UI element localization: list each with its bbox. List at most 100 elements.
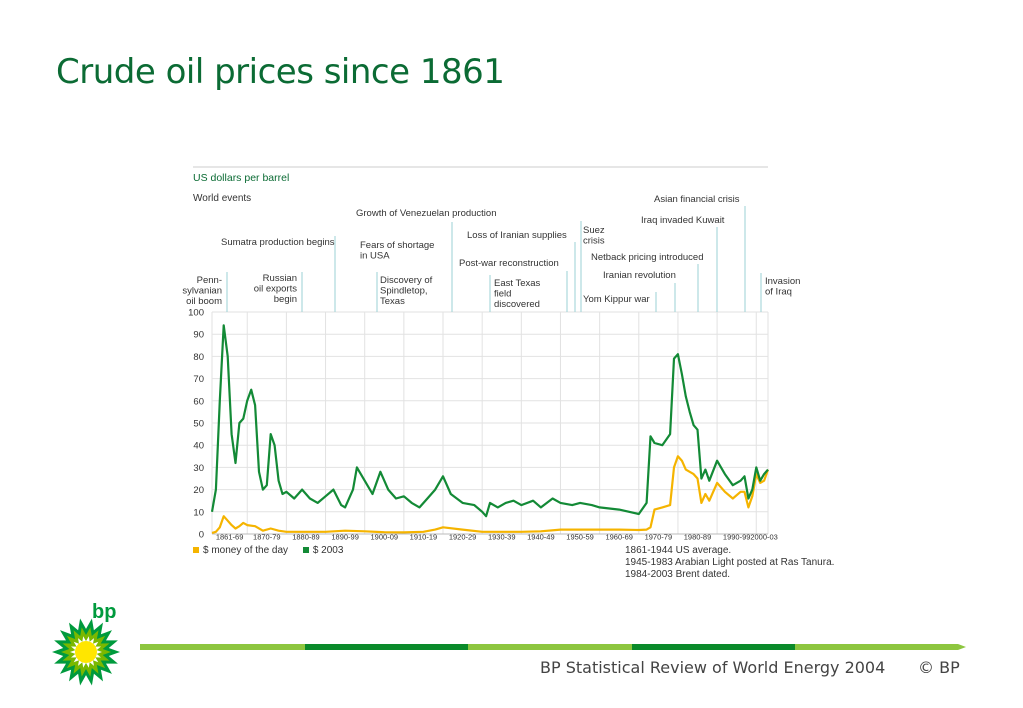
x-tick-label: 1910-19	[410, 533, 438, 542]
x-tick-label: 1880-89	[292, 533, 320, 542]
y-tick-label: 10	[193, 507, 204, 518]
x-tick-label: 1960-69	[605, 533, 633, 542]
event-label: Asian financial crisis	[654, 194, 740, 205]
x-tick-label: 1970-79	[645, 533, 673, 542]
y-tick-label: 40	[193, 441, 204, 452]
y-tick-label: 20	[193, 485, 204, 496]
event-label: Yom Kippur war	[583, 294, 650, 305]
legend-label-real: $ 2003	[312, 545, 344, 556]
event-label: field	[494, 289, 511, 300]
event-label: oil exports	[254, 284, 298, 295]
footer-copyright: © BP	[918, 658, 960, 677]
x-tick-label: 1990-99	[723, 533, 751, 542]
legend-swatch-real	[302, 547, 309, 554]
x-tick-label: 1940-49	[527, 533, 555, 542]
y-tick-label: 80	[193, 352, 204, 363]
source-notes: 1861-1944 US average. 1945-1983 Arabian …	[625, 545, 834, 581]
chart-axes: US dollars per barrel World events 0 10 20 30…	[188, 166, 778, 542]
footer-source: BP Statistical Review of World Energy 20…	[540, 658, 886, 677]
event-label: oil boom	[186, 296, 222, 307]
legend-swatch-nominal	[193, 547, 199, 554]
event-label: Suez	[583, 225, 605, 236]
event-annotation: Iranian revolution	[603, 270, 676, 312]
event-label: Fears of shortage	[360, 240, 434, 251]
event-label: Iraq invaded Kuwait	[641, 215, 725, 226]
chart-grid	[211, 311, 769, 535]
y-tick-label: 100	[188, 308, 204, 319]
y-tick-label: 50	[193, 419, 204, 430]
y-tick-label: 30	[193, 463, 204, 474]
event-label: Growth of Venezuelan production	[356, 208, 496, 219]
series-line-real	[210, 324, 769, 518]
footer-bar-segment	[468, 644, 632, 650]
x-tick-label: 2000-03	[750, 533, 778, 542]
event-annotation: Yom Kippur war	[583, 292, 657, 312]
event-annotation: Netback pricing introduced	[591, 252, 703, 312]
y-tick-label: 60	[193, 396, 204, 407]
slide-title: Crude oil prices since 1861	[56, 52, 505, 92]
x-tick-label: 1861-69	[216, 533, 244, 542]
event-annotation: Sumatra production begins	[221, 236, 336, 312]
event-label: sylvanian	[182, 286, 222, 297]
event-annotation: Growth of Venezuelan production	[356, 208, 496, 312]
x-tick-label: 1870-79	[253, 533, 281, 542]
event-label: discovered	[494, 299, 540, 310]
units-label: US dollars per barrel	[193, 172, 289, 184]
legend: $ money of the day $ 2003	[193, 545, 355, 556]
event-label: Penn-	[197, 275, 222, 286]
note-line: 1984-2003 Brent dated.	[625, 569, 731, 580]
footer-bar-segment	[632, 644, 795, 650]
event-label: Post-war reconstruction	[459, 258, 559, 269]
legend-label-nominal: $ money of the day	[203, 545, 289, 556]
events-heading: World events	[193, 193, 251, 204]
event-label: East Texas	[494, 278, 541, 289]
event-label: Texas	[380, 296, 405, 307]
event-label: begin	[274, 294, 297, 305]
bp-logo: bp	[52, 601, 120, 686]
y-tick-label: 90	[193, 330, 204, 341]
x-tick-label: 1950-59	[566, 533, 594, 542]
event-label: crisis	[583, 236, 605, 247]
event-label: Spindletop,	[380, 286, 428, 297]
helios-icon	[52, 618, 120, 686]
event-label: Russian	[263, 273, 297, 284]
event-annotation: Asian financial crisis	[654, 194, 746, 312]
x-tick-label: 1930-39	[488, 533, 516, 542]
legend-item-real: $ 2003	[302, 545, 344, 556]
y-tick-label: 70	[193, 374, 204, 385]
event-label: Loss of Iranian supplies	[467, 230, 567, 241]
note-line: 1945-1983 Arabian Light posted at Ras Ta…	[625, 557, 835, 568]
footer-bar-segment	[795, 644, 958, 650]
x-tick-label: 1890-99	[331, 533, 359, 542]
helios-core	[75, 641, 97, 663]
series-lines	[210, 324, 770, 534]
event-annotation: Loss of Iranian supplies	[467, 230, 576, 312]
footer-bar-arrow	[958, 644, 966, 650]
event-label: Invasion	[765, 276, 800, 287]
bp-logo-text: bp	[92, 601, 116, 623]
event-label: Discovery of	[380, 275, 433, 286]
legend-item-nominal: $ money of the day	[193, 545, 288, 556]
event-annotation: Post-war reconstruction	[459, 258, 568, 312]
event-label: in USA	[360, 251, 390, 262]
event-label: Netback pricing introduced	[591, 252, 703, 263]
event-label: Sumatra production begins	[221, 237, 335, 248]
x-tick-label: 1900-09	[371, 533, 399, 542]
x-tick-label: 1920-29	[449, 533, 477, 542]
footer-bar-segment	[305, 644, 468, 650]
x-tick-label: 1980-89	[684, 533, 712, 542]
y-tick-label: 0	[199, 530, 204, 541]
footer-bar-segment	[140, 644, 305, 650]
note-line: 1861-1944 US average.	[625, 545, 732, 556]
event-label: Iranian revolution	[603, 270, 676, 281]
series-line-nominal	[211, 455, 770, 534]
